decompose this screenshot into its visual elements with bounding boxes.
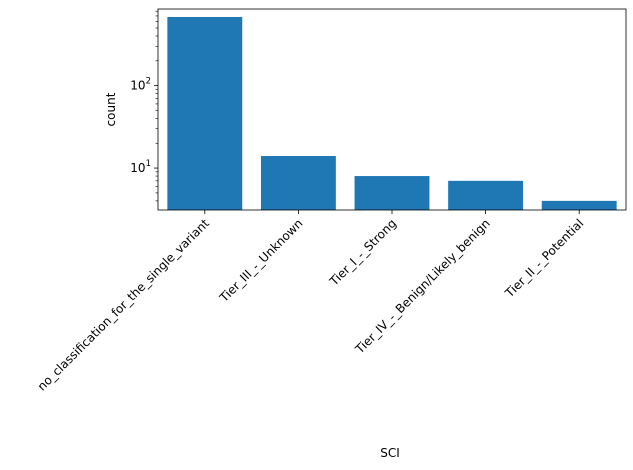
plot-frame — [157, 8, 627, 211]
bar-0 — [167, 16, 243, 211]
bars-group — [167, 16, 617, 211]
x-axis-label: SCI — [380, 446, 400, 460]
y-tick-label-1: 102 — [130, 77, 151, 93]
y-axis-label: count — [104, 92, 118, 126]
y-tick-label-0: 101 — [130, 159, 151, 175]
bar-3 — [448, 180, 524, 210]
x-axis: no_classification_for_the_single_variant… — [35, 210, 587, 393]
x-tick-label-1: Tier_III_-_Unknown — [216, 216, 305, 305]
bar-2 — [354, 176, 430, 210]
x-tick-label-4: Tier_II_-_Potential — [502, 216, 587, 301]
y-axis: 101 102 — [130, 10, 158, 202]
bar-4 — [541, 200, 617, 210]
x-tick-label-0: no_classification_for_the_single_variant — [35, 216, 212, 393]
bar-1 — [260, 156, 336, 210]
x-tick-label-2: Tier_I_-_Strong — [326, 216, 399, 289]
